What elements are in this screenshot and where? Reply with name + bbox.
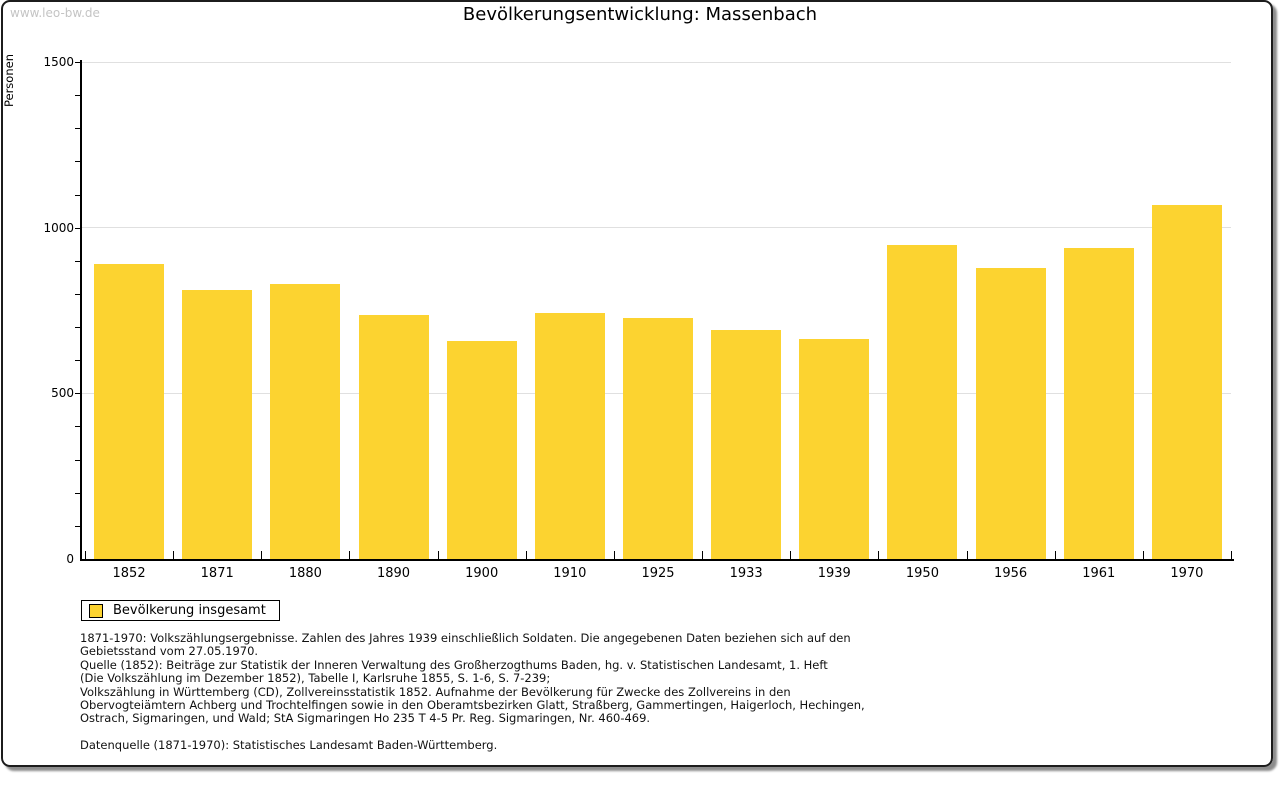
footnote-datasource: Datenquelle (1871-1970): Statistisches L… (80, 737, 498, 752)
x-axis-tick (966, 551, 968, 559)
footnote-line: (Die Volkszählung im Dezember 1852), Tab… (80, 671, 551, 686)
footnote-line: Gebietsstand vom 27.05.1970. (80, 644, 259, 659)
y-axis-tick (75, 194, 81, 196)
y-axis-tick (75, 62, 81, 63)
bar-1939 (799, 338, 870, 559)
x-axis-tick-label: 1939 (817, 566, 851, 581)
x-axis-tick-label: 1950 (905, 566, 939, 581)
footnote-line: Ostrach, Sigmaringen, und Wald; StA Sigm… (80, 711, 651, 726)
x-axis-tick (1142, 551, 1144, 559)
footnote-line: 1871-1970: Volkszählungsergebnisse. Zahl… (80, 631, 851, 645)
gridline-1000 (81, 227, 1231, 229)
y-axis-tick (75, 327, 81, 329)
x-axis-tick (85, 551, 86, 559)
x-axis-tick-label: 1956 (994, 566, 1028, 581)
bar-1970 (1151, 205, 1222, 559)
x-axis-tick (878, 551, 880, 559)
x-axis-tick-label: 1871 (200, 566, 234, 581)
x-axis-tick (525, 551, 527, 559)
gridline-1500 (81, 61, 1231, 63)
y-axis-tick (75, 293, 81, 295)
x-axis-tick (1054, 551, 1056, 559)
footnote-line: Quelle (1852): Beiträge zur Statistik de… (80, 657, 828, 672)
footnotes: 1871-1970: Volkszählungsergebnisse. Zahl… (80, 631, 865, 752)
y-axis-tick (75, 128, 81, 130)
x-axis-tick-label: 1933 (729, 566, 763, 581)
legend: Bevölkerung insgesamt (81, 600, 280, 621)
x-axis-tick-label: 1925 (641, 566, 675, 581)
x-axis-tick-label: 1852 (112, 566, 146, 581)
x-axis-tick (437, 551, 439, 559)
bar-1852 (94, 264, 165, 559)
x-axis-tick (173, 551, 175, 559)
x-axis-tick-label: 1890 (376, 566, 411, 581)
bar-1961 (1063, 247, 1134, 559)
y-axis-tick (75, 525, 81, 527)
y-axis-line (80, 60, 82, 561)
x-axis-line (80, 559, 1234, 561)
bar-1956 (975, 267, 1046, 559)
x-axis-tick (613, 551, 615, 559)
y-axis-tick-label: 1500 (43, 55, 74, 69)
y-axis-tick-label: 0 (66, 552, 74, 566)
legend-label: Bevölkerung insgesamt (113, 603, 266, 618)
y-axis-title: Personen (2, 54, 16, 108)
bar-1925 (623, 318, 693, 559)
x-axis-tick-label: 1910 (553, 566, 587, 581)
bar-1910 (534, 312, 605, 559)
y-axis-tick (75, 393, 81, 395)
bar-1890 (358, 314, 429, 559)
y-axis-tick-label: 1000 (43, 220, 74, 235)
y-axis-tick (75, 227, 81, 229)
bar-1871 (182, 290, 253, 559)
footnote-line: Volkszählung in Württemberg (CD), Zollve… (80, 684, 791, 699)
x-axis-tick-label: 1961 (1082, 566, 1116, 581)
x-axis-tick-label: 1900 (465, 566, 499, 581)
y-axis-tick (75, 95, 81, 97)
x-axis-tick (1231, 551, 1232, 559)
legend-swatch (89, 603, 103, 618)
x-axis-tick (349, 551, 351, 559)
footnote-line: Obervogteiämtern Achberg und Trochtelfin… (80, 698, 865, 713)
x-axis-tick (790, 551, 792, 559)
y-axis-tick (75, 459, 81, 461)
y-axis-tick (75, 426, 81, 428)
watermark: www.leo-bw.de (10, 6, 100, 20)
bar-1950 (887, 245, 958, 559)
footnote-gap (80, 726, 865, 739)
y-axis-tick (75, 161, 81, 163)
bar-1933 (711, 330, 782, 559)
x-axis-tick-label: 1880 (288, 566, 322, 581)
y-axis-tick (75, 260, 81, 262)
bar-1880 (270, 283, 341, 559)
y-axis-tick (75, 360, 81, 362)
x-axis-tick (261, 551, 263, 559)
y-axis-tick (75, 492, 81, 494)
bar-1900 (446, 340, 517, 559)
x-axis-tick (702, 551, 704, 559)
y-axis-tick-label: 500 (51, 386, 74, 401)
page-title: Bevölkerungsentwicklung: Massenbach (462, 4, 818, 25)
x-axis-tick-label: 1970 (1170, 566, 1204, 581)
